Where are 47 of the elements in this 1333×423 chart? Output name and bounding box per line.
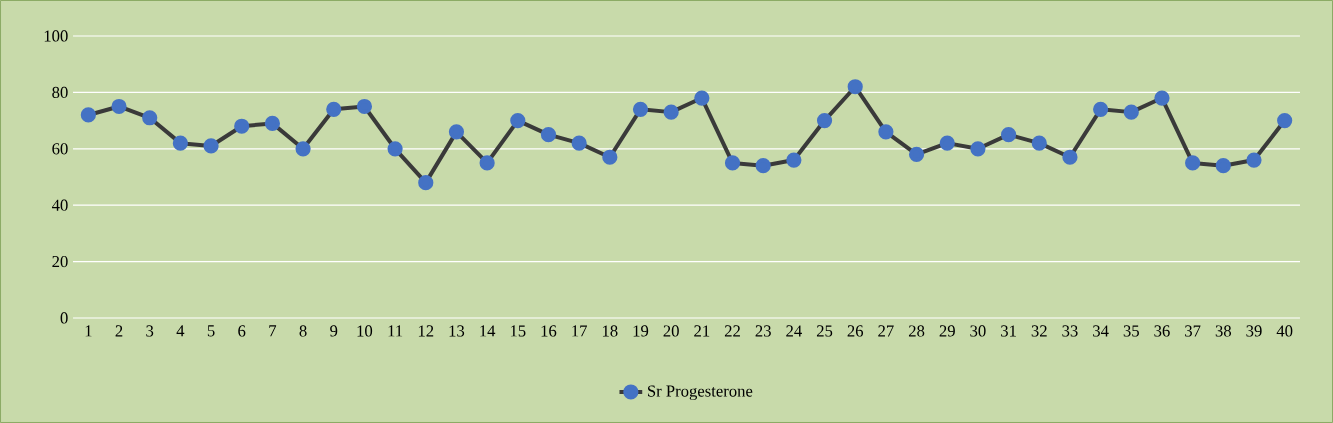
y-tick-label: 80 bbox=[52, 86, 68, 99]
x-tick-label: 29 bbox=[939, 325, 955, 337]
x-tick-label: 5 bbox=[207, 325, 215, 337]
x-tick-label: 21 bbox=[694, 325, 710, 337]
x-tick-label: 6 bbox=[238, 325, 246, 337]
y-tick-label: 20 bbox=[52, 255, 68, 268]
x-tick-label: 18 bbox=[602, 325, 618, 337]
x-tick-label: 36 bbox=[1154, 325, 1170, 337]
x-tick-label: 13 bbox=[449, 325, 465, 337]
x-tick-label: 40 bbox=[1276, 325, 1293, 337]
x-tick-label: 38 bbox=[1215, 325, 1232, 337]
x-tick-label: 23 bbox=[755, 325, 771, 337]
y-tick-label: 100 bbox=[44, 30, 68, 42]
x-tick-label: 11 bbox=[388, 325, 403, 337]
x-tick-label: 25 bbox=[816, 325, 833, 337]
y-tick-label: 0 bbox=[60, 312, 68, 324]
x-tick-label: 35 bbox=[1123, 325, 1139, 337]
x-tick-label: 37 bbox=[1185, 325, 1201, 337]
x-tick-label: 9 bbox=[330, 325, 338, 337]
x-tick-label: 3 bbox=[146, 325, 154, 337]
x-tick-label: 39 bbox=[1246, 325, 1262, 337]
x-tick-label: 15 bbox=[510, 325, 526, 337]
x-tick-label: 27 bbox=[878, 325, 894, 337]
y-tick-label: 60 bbox=[52, 143, 68, 155]
x-tick-label: 33 bbox=[1062, 325, 1078, 337]
x-tick-label: 1 bbox=[85, 325, 92, 337]
x-tick-label: 8 bbox=[299, 325, 307, 337]
x-tick-label: 10 bbox=[357, 325, 373, 337]
x-tick-label: 17 bbox=[572, 325, 588, 337]
x-tick-label: 24 bbox=[786, 325, 802, 337]
x-tick-label: 2 bbox=[115, 325, 123, 337]
x-tick-label: 4 bbox=[176, 325, 185, 337]
legend-label: Sr Progesterone bbox=[648, 385, 753, 401]
x-tick-label: 7 bbox=[269, 325, 277, 337]
y-tick-label: 40 bbox=[51, 199, 68, 211]
x-tick-label: 31 bbox=[1001, 325, 1016, 337]
x-tick-label: 26 bbox=[847, 325, 864, 337]
x-tick-label: 28 bbox=[908, 325, 925, 337]
x-tick-label: 12 bbox=[418, 325, 434, 337]
x-tick-label: 22 bbox=[724, 325, 740, 337]
x-tick-label: 16 bbox=[541, 325, 557, 337]
x-tick-label: 19 bbox=[633, 325, 649, 337]
x-tick-label: 20 bbox=[663, 325, 679, 337]
x-tick-label: 14 bbox=[480, 325, 496, 337]
x-tick-label: 32 bbox=[1031, 325, 1047, 337]
x-tick-label: 34 bbox=[1093, 325, 1109, 337]
x-tick-label: 30 bbox=[970, 325, 986, 337]
